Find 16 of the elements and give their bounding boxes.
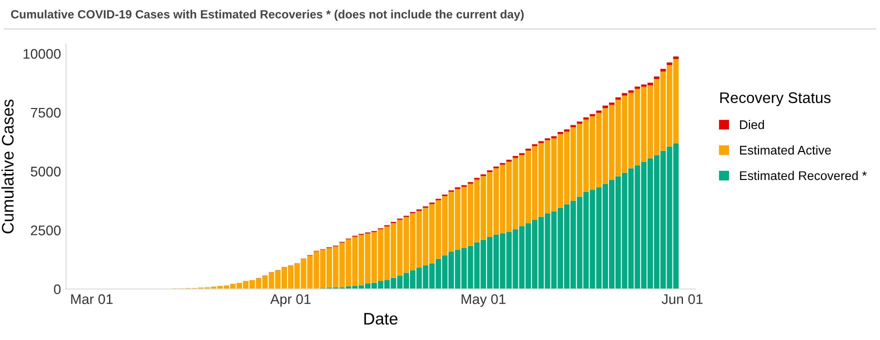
y-tick-label: 5000 bbox=[30, 166, 61, 176]
legend-title: Recovery Status bbox=[720, 92, 831, 106]
y-tick-label: 7500 bbox=[30, 108, 61, 118]
legend-label: Estimated Recovered * bbox=[740, 170, 867, 180]
chart-title: Cumulative COVID-19 Cases with Estimated Recoveries * (does not include the current day) bbox=[11, 10, 524, 21]
legend-label: Died bbox=[740, 120, 764, 130]
y-axis-title: Cumulative Cases bbox=[1, 100, 14, 234]
x-tick-label: Apr 01 bbox=[270, 294, 310, 307]
y-tick-label: 0 bbox=[54, 284, 61, 294]
y-tick-label: 2500 bbox=[30, 225, 61, 236]
x-tick-label: Jun 01 bbox=[662, 294, 703, 304]
x-tick-label: Mar 01 bbox=[71, 294, 113, 304]
x-axis-title: Date bbox=[364, 312, 398, 325]
y-tick-label: 10000 bbox=[24, 48, 61, 59]
legend-label: Estimated Active bbox=[740, 145, 831, 155]
x-tick-label: May 01 bbox=[462, 294, 506, 307]
